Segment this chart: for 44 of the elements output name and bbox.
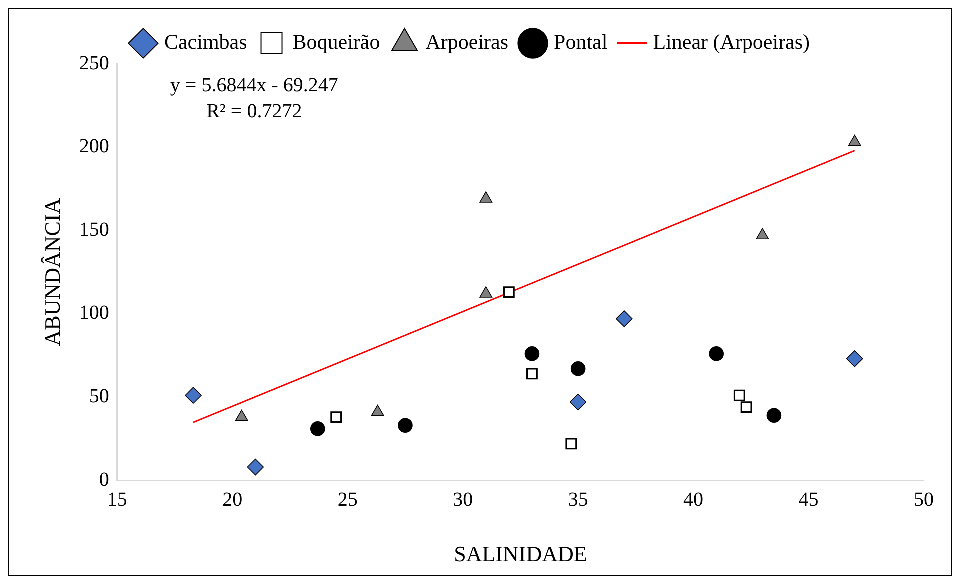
x-tick-label: 30 <box>453 488 474 511</box>
point <box>766 408 782 424</box>
annotation: R² = 0.7272 <box>206 100 302 122</box>
legend-label: Boqueirão <box>292 30 380 54</box>
point <box>756 228 770 240</box>
y-tick-label: 200 <box>79 136 110 158</box>
point <box>616 310 633 328</box>
y-tick-label: 0 <box>99 468 110 491</box>
y-axis-title: ABUNDÂNCIA <box>40 198 65 346</box>
point <box>734 390 746 402</box>
x-tick-label: 35 <box>568 488 588 511</box>
x-tick-label: 20 <box>222 488 243 511</box>
y-tick-label: 50 <box>89 386 110 408</box>
point <box>570 394 587 411</box>
legend-label: Pontal <box>554 30 608 54</box>
legend-label: Cacimbas <box>164 30 248 54</box>
point <box>709 346 724 362</box>
point <box>310 422 326 436</box>
point <box>247 458 264 476</box>
point <box>570 362 586 376</box>
point <box>524 346 540 362</box>
x-tick-label: 25 <box>338 488 358 511</box>
legend-label: Arpoeiras <box>426 30 509 54</box>
point <box>398 418 413 434</box>
annotation: y = 5.6844x - 69.247 <box>170 74 338 96</box>
y-tick-label: 150 <box>79 218 110 241</box>
point <box>185 387 202 404</box>
point <box>480 192 493 203</box>
x-tick-label: 15 <box>107 488 128 511</box>
point <box>480 286 493 298</box>
point <box>503 286 515 298</box>
point <box>566 438 578 450</box>
point <box>330 412 342 423</box>
legend-label: Linear (Arpoeiras) <box>653 30 810 54</box>
x-tick-label: 50 <box>914 488 934 511</box>
point <box>848 134 862 146</box>
x-tick-label: 40 <box>684 488 704 511</box>
point <box>846 350 864 368</box>
y-tick-label: 100 <box>79 302 110 324</box>
point <box>740 402 752 413</box>
y-tick-label: 250 <box>79 52 110 74</box>
point <box>526 368 538 380</box>
x-tick-label: 45 <box>798 488 819 511</box>
x-axis-title: SALINIDADE <box>454 542 588 567</box>
